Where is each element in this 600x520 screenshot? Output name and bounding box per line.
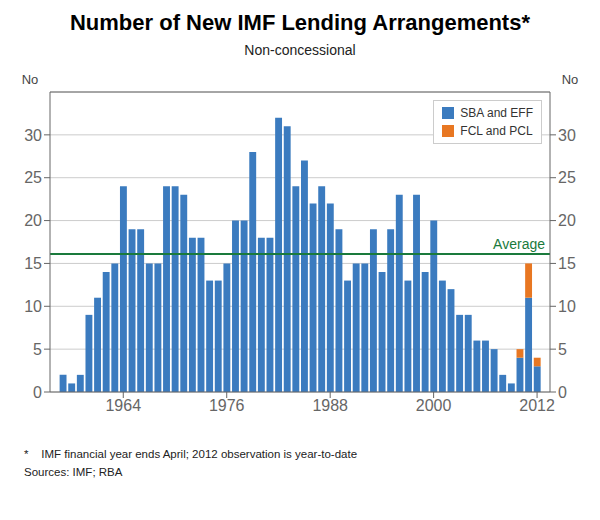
svg-text:25: 25 <box>24 169 42 186</box>
html-text:No: No <box>21 72 39 87</box>
svg-text:10: 10 <box>558 298 576 315</box>
svg-text:1988: 1988 <box>312 397 348 414</box>
svg-text:1964: 1964 <box>105 397 141 414</box>
svg-text:Average: Average <box>493 236 545 252</box>
html-text:SBA and EFF: SBA and EFF <box>460 106 533 120</box>
svg-text:2000: 2000 <box>416 397 452 414</box>
svg-text:5: 5 <box>558 341 567 358</box>
svg-text:1976: 1976 <box>209 397 245 414</box>
html-text:Number of New IMF Lending Arra: Number of New IMF Lending Arrangements* <box>70 10 530 35</box>
html-text:FCL and PCL: FCL and PCL <box>460 124 533 138</box>
html-text:* IMF financial year ends Apri: * IMF financial year ends April; 2012 ob… <box>24 448 357 460</box>
svg-text:25: 25 <box>558 169 576 186</box>
svg-text:0: 0 <box>558 384 567 401</box>
html-text:Non-concessional: Non-concessional <box>244 42 356 58</box>
html-text:Sources: IMF; RBA: Sources: IMF; RBA <box>24 466 123 478</box>
svg-text:30: 30 <box>24 127 42 144</box>
svg-text:2012: 2012 <box>519 397 555 414</box>
svg-text:15: 15 <box>24 255 42 272</box>
svg-text:20: 20 <box>558 212 576 229</box>
svg-text:10: 10 <box>24 298 42 315</box>
svg-text:20: 20 <box>24 212 42 229</box>
svg-text:30: 30 <box>558 127 576 144</box>
svg-text:0: 0 <box>33 384 42 401</box>
svg-text:5: 5 <box>33 341 42 358</box>
html-text:No: No <box>561 72 579 87</box>
svg-text:15: 15 <box>558 255 576 272</box>
